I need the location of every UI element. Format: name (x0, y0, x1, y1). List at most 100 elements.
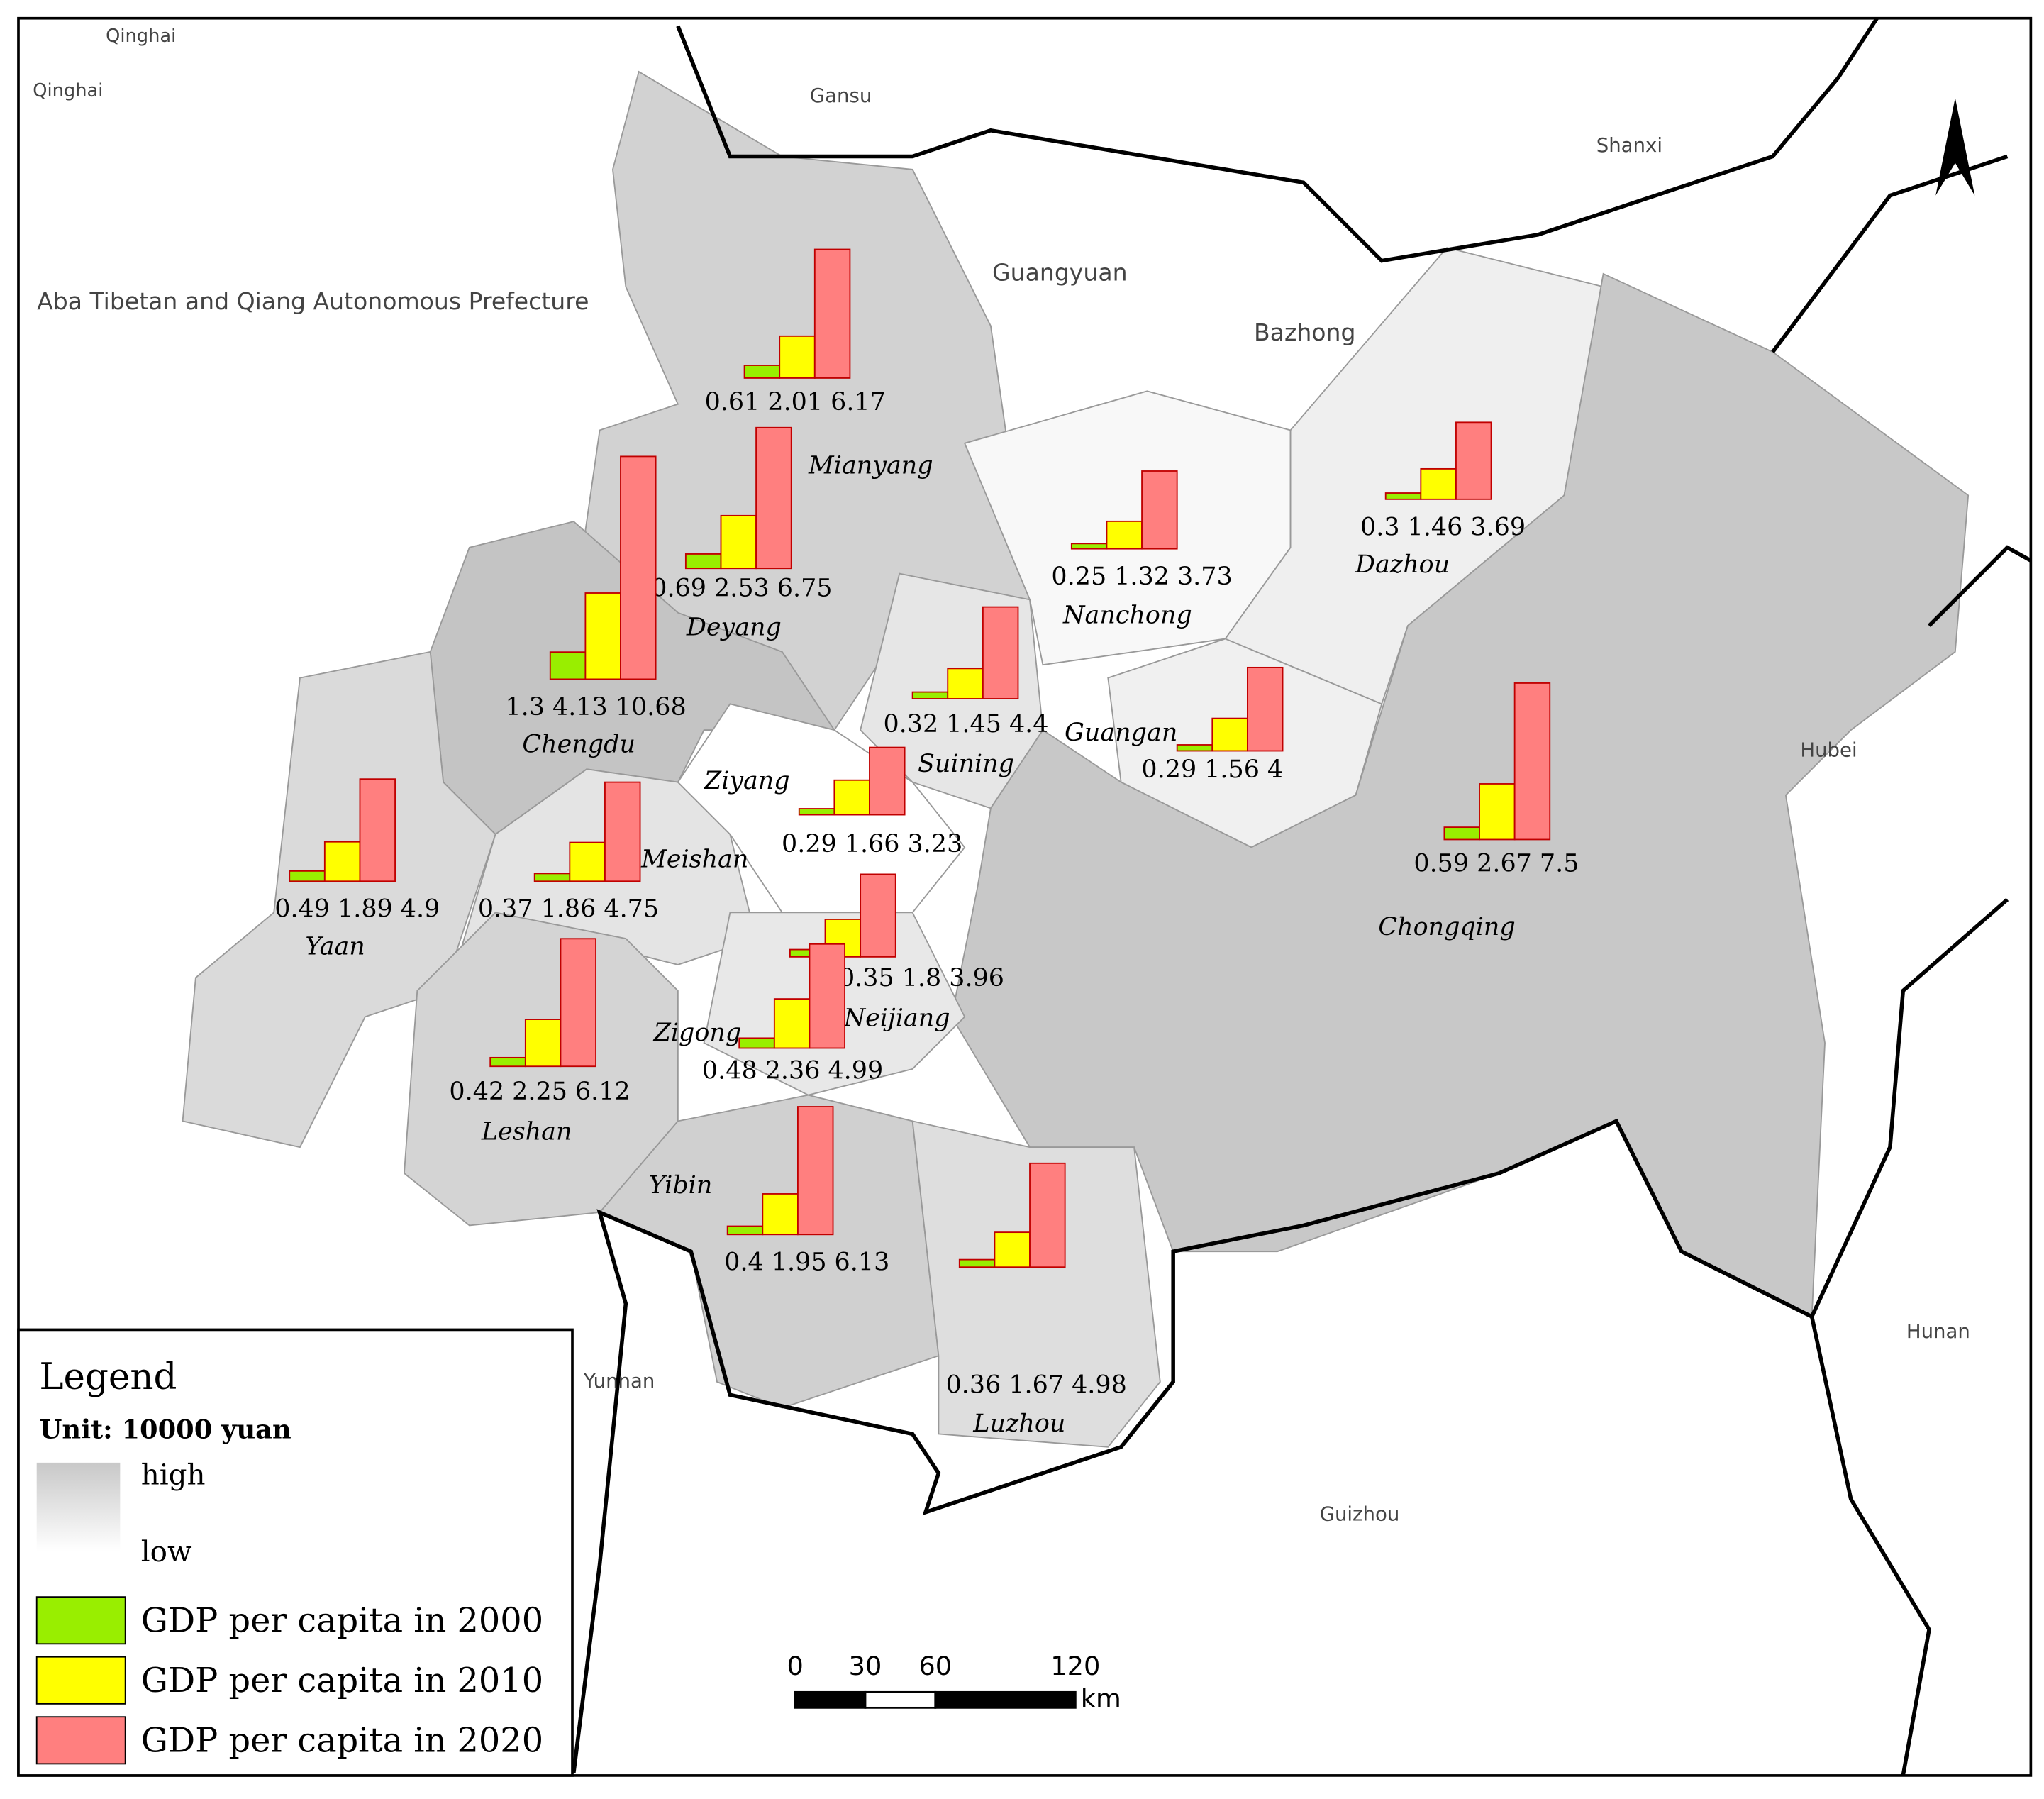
region-label: Guizhou (1320, 1502, 1400, 1525)
bar (994, 1231, 1031, 1268)
legend-swatch (35, 1596, 126, 1645)
scale-segment (864, 1690, 937, 1709)
value-label: 0.49 (274, 895, 330, 923)
scale-tick-label: 30 (849, 1651, 882, 1681)
city-name: Suining (918, 750, 1014, 778)
bar (860, 873, 896, 958)
value-label: 7.5 (1540, 849, 1579, 878)
city-chart: 0.25 1.32 3.73 Nanchong (1051, 470, 1233, 630)
bar (762, 1193, 799, 1236)
value-label: 0.36 (946, 1371, 1001, 1399)
city-name: Chengdu (522, 731, 635, 759)
bar (1513, 682, 1551, 841)
bar (1176, 744, 1213, 752)
north-arrow (1935, 97, 1975, 196)
value-label: 2.53 (714, 574, 770, 602)
value-label: 3.69 (1470, 513, 1526, 541)
border (572, 1118, 1931, 1776)
bar (289, 870, 326, 882)
value-label: 0.3 (1360, 513, 1400, 541)
city-name: Ziyang (704, 767, 790, 795)
legend-label: GDP per capita in 2020 (141, 1721, 543, 1760)
bar (1420, 467, 1457, 500)
value-label: 4.99 (828, 1056, 883, 1085)
legend-swatch (35, 1656, 126, 1705)
city-chart: 0.61 2.01 6.17 Mianyang (705, 248, 933, 480)
city-name: Deyang (686, 613, 782, 641)
bar (1141, 470, 1178, 550)
scale-unit: km (1081, 1683, 1121, 1714)
region-label: Hunan (1906, 1320, 1970, 1343)
value-label: 2.01 (767, 387, 823, 416)
bar (1106, 520, 1143, 550)
value-labels: 0.4 1.95 6.13 (724, 1248, 889, 1276)
bar (958, 1258, 996, 1268)
legend: Legend Unit: 10000 yuan high low GDP per… (17, 1328, 574, 1777)
city-chart: 0.69 2.53 6.75 Deyang (651, 426, 833, 641)
bar (684, 553, 722, 570)
bar (869, 746, 906, 816)
value-label: 6.75 (777, 574, 833, 602)
value-labels: 0.25 1.32 3.73 (1051, 563, 1232, 591)
value-label: 4 (1267, 755, 1283, 784)
legend-high: high (141, 1458, 206, 1492)
scale-tick-label: 0 (787, 1651, 804, 1681)
bar (359, 778, 396, 882)
value-label: 0.4 (724, 1248, 764, 1276)
value-label: 0.42 (449, 1077, 504, 1105)
bar (1455, 421, 1492, 500)
value-label: 1.67 (1009, 1371, 1064, 1399)
legend-gradient (36, 1462, 121, 1551)
value-label: 4.98 (1072, 1371, 1127, 1399)
value-label: 6.13 (835, 1248, 890, 1276)
bar (1443, 826, 1480, 841)
value-label: 1.8 (902, 964, 942, 992)
value-label: 4.75 (604, 895, 659, 923)
bar (323, 841, 361, 882)
value-labels: 0.29 1.66 3.23 (782, 829, 962, 858)
value-label: 0.35 (839, 964, 894, 992)
legend-low: low (141, 1534, 192, 1568)
value-labels: 0.69 2.53 6.75 (651, 574, 832, 602)
city-name: Dazhou (1355, 550, 1450, 579)
value-label: 6.12 (575, 1077, 631, 1105)
city-chart: 0.48 2.36 4.99 Zigong (653, 943, 883, 1085)
bar (1070, 543, 1108, 550)
value-label: 1.46 (1408, 513, 1463, 541)
value-label: 0.37 (478, 895, 533, 923)
city-name: Yaan (305, 932, 365, 961)
value-label: 1.32 (1114, 563, 1170, 591)
bar (797, 1106, 834, 1236)
city-chart: 0.4 1.95 6.13 Yibin (649, 1106, 889, 1276)
value-label: 0.32 (883, 709, 938, 738)
value-label: 0.29 (1141, 755, 1196, 784)
value-label: 1.95 (772, 1248, 827, 1276)
region-label: Qinghai (33, 80, 103, 101)
value-labels: 0.49 1.89 4.9 (274, 895, 440, 923)
value-label: 2.25 (512, 1077, 567, 1105)
bar (911, 691, 949, 699)
labels: Qinghai Qinghai Gansu Shanxi Hubei Hunan Guizh… (33, 26, 1970, 1525)
bar (773, 998, 811, 1049)
value-label: 2.36 (765, 1056, 821, 1085)
value-labels: 0.32 1.45 4.4 (883, 709, 1048, 738)
bar (947, 668, 984, 699)
bar (726, 1225, 764, 1236)
legend-title: Legend (39, 1356, 177, 1398)
region-label: Bazhong (1254, 319, 1355, 346)
value-label: 3.73 (1177, 563, 1233, 591)
bar (1211, 717, 1248, 752)
value-label: 0.25 (1051, 563, 1106, 591)
city-chart: 0.29 1.56 4 Guangan (1065, 666, 1284, 784)
north-arrow-shape (1935, 97, 1975, 196)
city-name: Chongqing (1378, 913, 1515, 941)
value-labels: 0.42 2.25 6.12 (449, 1077, 630, 1105)
region-label: Yunnan (583, 1370, 655, 1393)
city-chart: 1.3 4.13 10.68 Chengdu (505, 455, 687, 759)
bar (813, 248, 851, 379)
bar (584, 592, 621, 680)
value-labels: 0.3 1.46 3.69 (1360, 513, 1526, 541)
value-label: 0.48 (702, 1056, 757, 1085)
